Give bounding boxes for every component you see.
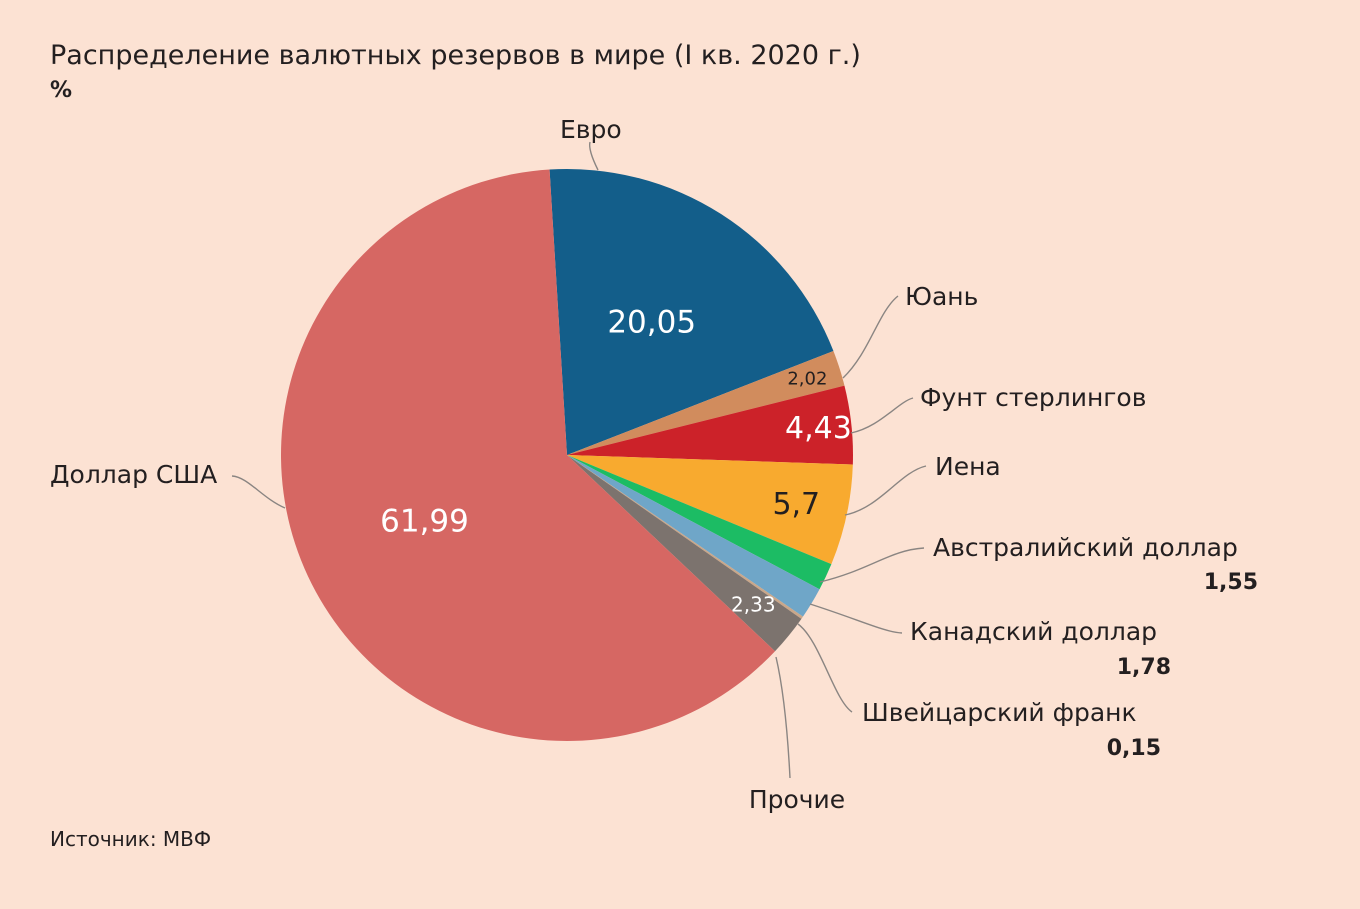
slice-value-1: 2,02 [787, 369, 827, 390]
slice-value-2: 4,43 [785, 411, 852, 446]
slice-label-0: Евро [560, 115, 622, 144]
leader-line-4 [819, 547, 925, 583]
slice-label-7: Прочие [749, 785, 845, 814]
leader-line-2 [850, 397, 914, 434]
chart-unit: % [50, 78, 72, 103]
pie-slice-0 [549, 168, 834, 456]
slice-label-2: Фунт стерлингов [920, 383, 1146, 412]
slice-value-0: 20,05 [607, 305, 696, 341]
slice-label-4: Австралийский доллар [933, 533, 1238, 562]
slice-value-5: 1,78 [1117, 655, 1171, 680]
slice-value-7: 2,33 [731, 593, 776, 617]
chart-title: Распределение валютных резервов в мире (… [50, 40, 861, 71]
slice-label-6: Швейцарский франк [862, 698, 1137, 727]
pie-slice-1 [567, 351, 845, 455]
leader-line-7 [775, 656, 791, 779]
source-note: Источник: МВФ [50, 827, 211, 851]
slice-label-3: Иена [935, 452, 1001, 481]
leader-line-5 [809, 603, 903, 634]
leader-line-3 [844, 465, 927, 516]
slice-value-3: 5,7 [772, 487, 820, 522]
pie-slice-8 [280, 169, 776, 741]
pie-slices: 20,05 2,02 4,43 5,7 2,33 61,99 [280, 168, 853, 741]
pie-slice-3 [567, 455, 853, 565]
leader-line-0 [588, 141, 599, 171]
slice-value-4: 1,55 [1204, 570, 1258, 595]
slice-value-6: 0,15 [1107, 736, 1161, 761]
pie-slice-6 [567, 455, 803, 619]
pie-slice-5 [567, 455, 820, 617]
pie-slice-4 [567, 455, 832, 590]
pie-slice-2 [567, 385, 853, 465]
leader-line-6 [797, 623, 853, 713]
slice-label-1: Юань [905, 282, 978, 311]
pie-slice-7 [567, 455, 802, 652]
leader-lines [231, 141, 927, 779]
leader-line-8 [231, 475, 286, 509]
leader-line-1 [842, 295, 899, 379]
slice-label-5: Канадский доллар [910, 617, 1157, 646]
slice-label-8: Доллар США [50, 460, 217, 489]
slice-value-8: 61,99 [380, 504, 469, 540]
slice-labels: Евро Юань Фунт стерлингов Иена Австралийский… [50, 115, 1258, 814]
